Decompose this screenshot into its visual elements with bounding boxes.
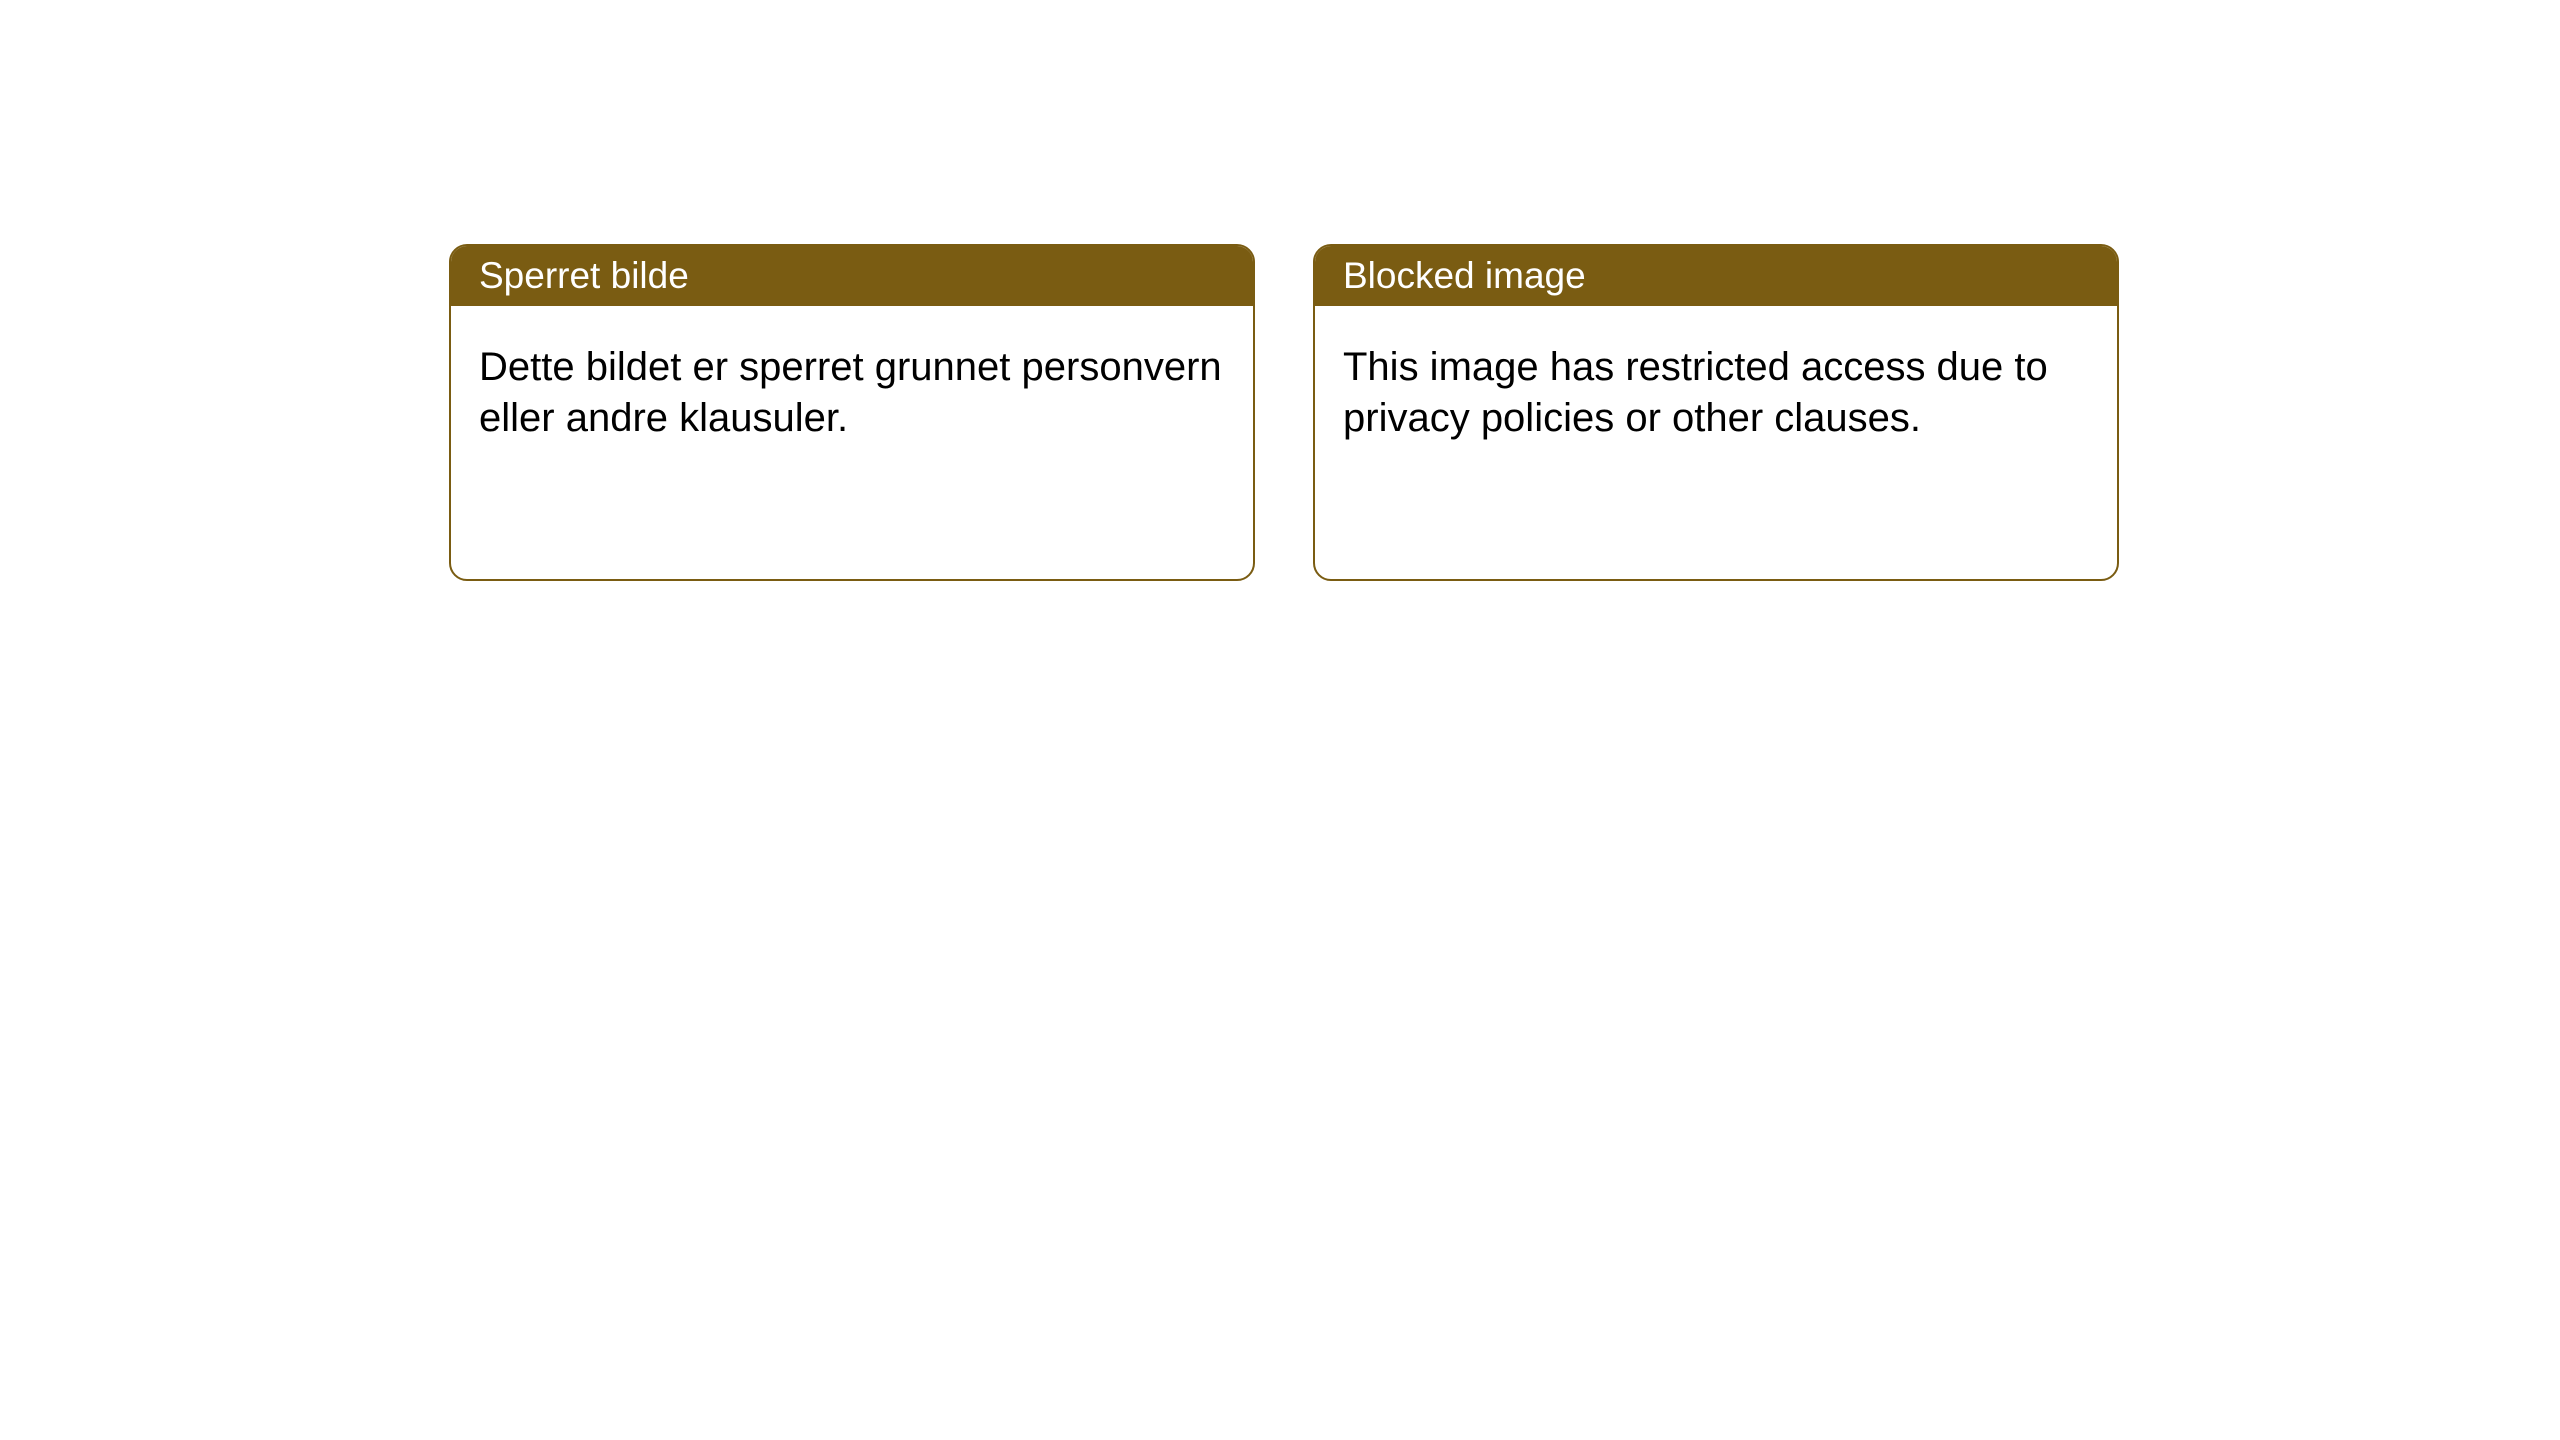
notice-header: Sperret bilde: [451, 246, 1253, 306]
notice-body: This image has restricted access due to …: [1315, 306, 2117, 480]
notice-title: Sperret bilde: [479, 255, 689, 297]
notice-body-text: This image has restricted access due to …: [1343, 345, 2048, 440]
notice-container: Sperret bilde Dette bildet er sperret gr…: [0, 0, 2560, 581]
notice-card-norwegian: Sperret bilde Dette bildet er sperret gr…: [449, 244, 1255, 581]
notice-title: Blocked image: [1343, 255, 1586, 297]
notice-body-text: Dette bildet er sperret grunnet personve…: [479, 345, 1222, 440]
notice-header: Blocked image: [1315, 246, 2117, 306]
notice-card-english: Blocked image This image has restricted …: [1313, 244, 2119, 581]
notice-body: Dette bildet er sperret grunnet personve…: [451, 306, 1253, 480]
